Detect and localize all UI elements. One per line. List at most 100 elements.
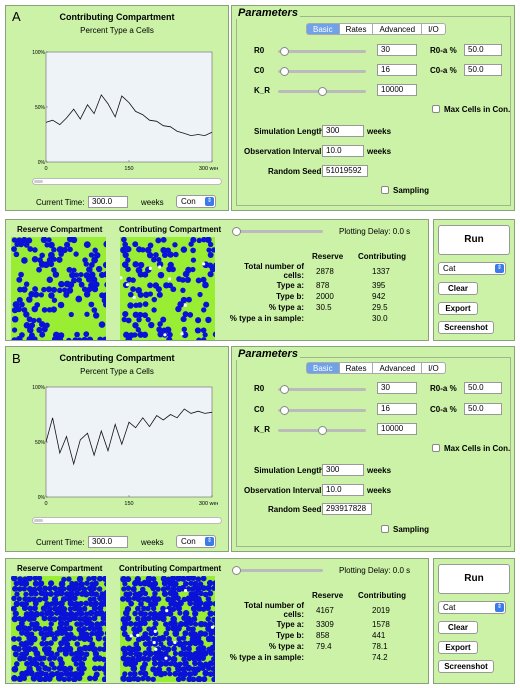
- obs-interval-field[interactable]: 10.0: [322, 145, 364, 157]
- clear-button[interactable]: Clear: [438, 282, 478, 295]
- stats-header: Contributing: [358, 591, 406, 600]
- type-a-cell: [83, 291, 91, 298]
- type-a-cell: [165, 655, 172, 662]
- sampling-checkbox[interactable]: [381, 525, 389, 533]
- r0a-field[interactable]: 50.0: [464, 382, 502, 394]
- screenshot-button[interactable]: Screenshot: [438, 660, 494, 673]
- scroll-thumb[interactable]: [34, 180, 43, 183]
- c0a-field[interactable]: 50.0: [464, 64, 502, 76]
- sampling-checkbox[interactable]: [381, 186, 389, 194]
- plotting-delay-knob[interactable]: [232, 566, 241, 575]
- type-a-cell: [11, 615, 19, 623]
- kr-field[interactable]: 10000: [377, 423, 417, 435]
- type-a-cell: [57, 301, 65, 309]
- export-button[interactable]: Export: [438, 302, 478, 315]
- run-button[interactable]: Run: [438, 225, 510, 255]
- tab-basic[interactable]: Basic: [306, 362, 340, 374]
- type-a-cell: [167, 671, 173, 677]
- type-a-cell: [64, 641, 71, 648]
- type-a-cell: [201, 307, 207, 313]
- kr-slider-knob[interactable]: [318, 87, 327, 96]
- c0-slider-knob[interactable]: [280, 67, 289, 76]
- r0-slider-knob[interactable]: [280, 385, 289, 394]
- type-a-cell: [16, 586, 23, 592]
- current-time-field[interactable]: 300.0: [88, 196, 128, 208]
- sim-length-field[interactable]: 300: [322, 125, 364, 137]
- tab-io[interactable]: I/O: [422, 362, 446, 374]
- type-a-cell: [91, 626, 98, 632]
- type-a-cell: [12, 651, 20, 658]
- tab-rates[interactable]: Rates: [339, 362, 374, 374]
- r0-field[interactable]: 30: [377, 382, 417, 394]
- view-select[interactable]: Con ⇕: [176, 195, 216, 208]
- time-scrollbar[interactable]: [32, 178, 222, 185]
- export-button[interactable]: Export: [438, 641, 478, 654]
- tab-advanced[interactable]: Advanced: [373, 362, 423, 374]
- contributing-compartment-label: Contributing Compartment: [119, 225, 222, 234]
- r0-slider[interactable]: [278, 50, 366, 53]
- plotting-delay-slider[interactable]: [233, 230, 323, 233]
- type-a-cell: [211, 616, 215, 623]
- view-select[interactable]: Con ⇕: [176, 535, 216, 548]
- obs-interval-label: Observation Interval:: [244, 147, 325, 156]
- type-a-cell: [142, 312, 149, 319]
- type-a-cell: [205, 237, 212, 244]
- select-arrow-icon: ⇕: [205, 197, 214, 206]
- r0-field[interactable]: 30: [377, 44, 417, 56]
- type-a-cell: [176, 640, 184, 648]
- c0-slider[interactable]: [278, 409, 366, 412]
- tab-io[interactable]: I/O: [422, 23, 446, 35]
- r0-slider[interactable]: [278, 388, 366, 391]
- x-tick-label: 300 weeks: [199, 166, 218, 172]
- clear-button[interactable]: Clear: [438, 621, 478, 634]
- stats-row-label: Type a:: [276, 620, 304, 629]
- plotting-delay-slider[interactable]: [233, 569, 323, 572]
- type-a-cell: [157, 660, 165, 668]
- tab-advanced[interactable]: Advanced: [373, 23, 423, 35]
- c0-slider-knob[interactable]: [280, 406, 289, 415]
- plotting-delay-knob[interactable]: [232, 227, 241, 236]
- type-a-cell: [145, 576, 153, 582]
- animal-select[interactable]: Cat ⇕: [438, 601, 506, 614]
- seed-field[interactable]: 51019592: [322, 165, 368, 177]
- scroll-thumb[interactable]: [34, 519, 43, 522]
- type-a-cell: [32, 625, 39, 632]
- stats-row-label: % type a:: [268, 303, 304, 312]
- kr-slider-knob[interactable]: [318, 426, 327, 435]
- run-button[interactable]: Run: [438, 564, 510, 594]
- type-a-cell: [46, 606, 53, 612]
- tab-rates[interactable]: Rates: [339, 23, 374, 35]
- type-a-cell: [160, 605, 166, 612]
- type-a-cell: [23, 640, 30, 647]
- tab-basic[interactable]: Basic: [306, 23, 340, 35]
- max-cells-checkbox[interactable]: [432, 444, 440, 452]
- c0a-field[interactable]: 50.0: [464, 403, 502, 415]
- r0a-field[interactable]: 50.0: [464, 44, 502, 56]
- type-a-cell: [71, 267, 77, 273]
- max-cells-checkbox[interactable]: [432, 105, 440, 113]
- contributing-compartment-canvas: [120, 237, 215, 340]
- kr-field[interactable]: 10000: [377, 84, 417, 96]
- type-a-cell: [202, 621, 208, 627]
- type-a-cell: [92, 580, 99, 587]
- type-a-cell: [85, 276, 93, 283]
- current-time-field[interactable]: 300.0: [88, 536, 128, 548]
- screenshot-button[interactable]: Screenshot: [438, 321, 494, 334]
- empty-cell: [125, 283, 130, 287]
- c0-field[interactable]: 16: [377, 403, 417, 415]
- c0-field[interactable]: 16: [377, 64, 417, 76]
- obs-interval-field[interactable]: 10.0: [322, 484, 364, 496]
- type-a-cell: [102, 336, 106, 340]
- time-scrollbar[interactable]: [32, 517, 222, 524]
- sim-length-field[interactable]: 300: [322, 464, 364, 476]
- seed-field[interactable]: 293917828: [322, 503, 372, 515]
- type-a-cell: [11, 605, 17, 612]
- animal-select[interactable]: Cat ⇕: [438, 262, 506, 275]
- c0-slider[interactable]: [278, 70, 366, 73]
- type-a-cell: [136, 590, 144, 598]
- type-a-cell: [127, 660, 134, 667]
- series-line: [45, 94, 213, 137]
- r0-slider-knob[interactable]: [280, 47, 289, 56]
- type-a-cell: [184, 276, 191, 283]
- type-a-cell: [142, 670, 149, 678]
